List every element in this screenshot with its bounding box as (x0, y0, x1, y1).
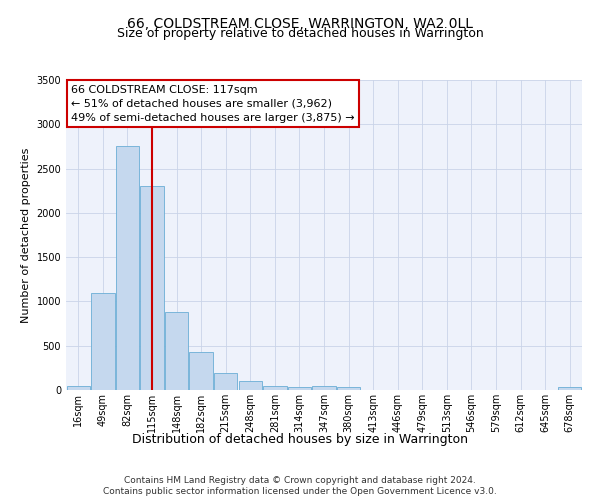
Bar (91, 292, 115, 390)
Text: Contains public sector information licensed under the Open Government Licence v3: Contains public sector information licen… (103, 486, 497, 496)
Bar (140, 186, 164, 390)
Bar (288, 388, 311, 390)
Bar (337, 388, 360, 390)
Bar (263, 386, 287, 390)
Bar (239, 381, 262, 390)
Bar (214, 373, 238, 390)
Y-axis label: Number of detached properties: Number of detached properties (21, 148, 31, 322)
Bar (558, 388, 581, 390)
Text: 66 COLDSTREAM CLOSE: 117sqm
← 51% of detached houses are smaller (3,962)
49% of : 66 COLDSTREAM CLOSE: 117sqm ← 51% of det… (71, 84, 355, 122)
Bar (67, 386, 90, 390)
Bar (165, 312, 188, 390)
Text: 66, COLDSTREAM CLOSE, WARRINGTON, WA2 0LL: 66, COLDSTREAM CLOSE, WARRINGTON, WA2 0L… (127, 18, 473, 32)
Text: Size of property relative to detached houses in Warrington: Size of property relative to detached ho… (116, 28, 484, 40)
Text: Distribution of detached houses by size in Warrington: Distribution of detached houses by size … (132, 432, 468, 446)
Bar (190, 352, 213, 390)
Bar (116, 146, 139, 390)
Text: Contains HM Land Registry data © Crown copyright and database right 2024.: Contains HM Land Registry data © Crown c… (124, 476, 476, 485)
Bar (313, 386, 335, 390)
